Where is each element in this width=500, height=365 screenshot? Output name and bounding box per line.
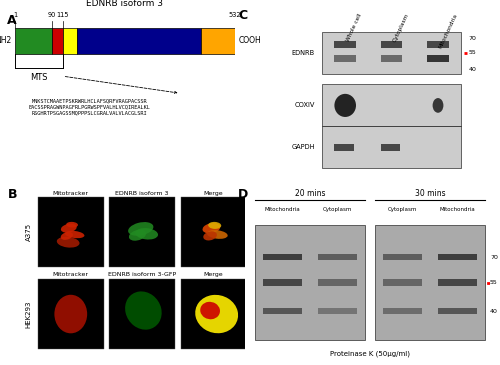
Bar: [318, 254, 357, 260]
Bar: [201, 28, 235, 54]
Text: Cytoplasm: Cytoplasm: [388, 207, 417, 212]
Text: Mitotracker: Mitotracker: [53, 272, 89, 277]
Bar: [381, 144, 400, 151]
Text: A375: A375: [26, 223, 32, 241]
Text: Merge: Merge: [204, 191, 223, 196]
Text: COXIV: COXIV: [294, 103, 315, 108]
Text: Mitochondria: Mitochondria: [438, 12, 458, 49]
Bar: [438, 308, 477, 315]
Ellipse shape: [66, 222, 78, 227]
Text: 70: 70: [490, 254, 498, 260]
Ellipse shape: [65, 231, 84, 238]
Bar: [375, 225, 485, 340]
Text: 70: 70: [468, 36, 476, 41]
Bar: [427, 55, 449, 62]
Bar: [322, 126, 461, 169]
Bar: [438, 280, 477, 285]
Ellipse shape: [334, 94, 356, 117]
Ellipse shape: [54, 229, 83, 255]
Ellipse shape: [202, 223, 220, 233]
Bar: [263, 254, 302, 260]
Ellipse shape: [136, 228, 158, 239]
Text: 55: 55: [468, 50, 476, 55]
Bar: [322, 84, 461, 126]
Ellipse shape: [204, 231, 217, 241]
Bar: [318, 280, 357, 285]
Bar: [383, 254, 422, 260]
Bar: [383, 280, 422, 285]
Text: Mitochondria: Mitochondria: [264, 207, 300, 212]
Text: 532: 532: [228, 12, 241, 18]
Text: Merge: Merge: [204, 272, 223, 277]
Text: 20 mins: 20 mins: [295, 189, 325, 199]
Bar: [263, 280, 302, 285]
Ellipse shape: [208, 222, 221, 229]
Text: 40: 40: [490, 309, 498, 314]
Text: Cytoplasm: Cytoplasm: [392, 12, 409, 43]
Bar: [263, 308, 302, 315]
Bar: [381, 55, 402, 62]
Bar: [38, 279, 104, 349]
Ellipse shape: [45, 204, 96, 259]
Bar: [322, 32, 461, 74]
Ellipse shape: [60, 232, 73, 240]
Bar: [15, 28, 52, 54]
Text: Proteinase K (50μg/ml): Proteinase K (50μg/ml): [330, 351, 410, 357]
Bar: [38, 197, 104, 267]
Bar: [318, 308, 357, 315]
Text: 40: 40: [468, 67, 476, 72]
Ellipse shape: [186, 203, 240, 261]
Bar: [383, 308, 422, 315]
Text: 55: 55: [490, 280, 498, 285]
Bar: [381, 42, 402, 47]
Ellipse shape: [129, 230, 146, 241]
Ellipse shape: [61, 224, 76, 233]
Text: 90: 90: [48, 12, 56, 18]
Bar: [255, 225, 365, 340]
Text: Whole cell: Whole cell: [345, 12, 362, 42]
Text: COOH: COOH: [238, 36, 261, 46]
Text: Cytoplasm: Cytoplasm: [323, 207, 352, 212]
Text: 1: 1: [13, 12, 17, 18]
Text: Mitochondria: Mitochondria: [440, 207, 476, 212]
Text: HEK293: HEK293: [26, 300, 32, 328]
Bar: [77, 28, 201, 54]
Ellipse shape: [207, 230, 228, 239]
Ellipse shape: [57, 237, 80, 247]
Text: D: D: [238, 188, 248, 201]
Bar: [334, 55, 356, 62]
Bar: [427, 42, 449, 47]
Text: MNKSTCMAAETPSKRWRLHCLAFSQRFVRAGPACSSR
EACSSPRAGWNPAGFRLPGRWSPFVALHLVCQIREALKL
RS: MNKSTCMAAETPSKRWRLHCLAFSQRFVRAGPACSSR EA…: [28, 99, 150, 115]
Bar: [334, 144, 354, 151]
Bar: [110, 279, 175, 349]
Ellipse shape: [200, 302, 220, 319]
Ellipse shape: [54, 295, 87, 333]
Text: NH2: NH2: [0, 36, 12, 46]
Bar: [180, 279, 246, 349]
Text: 30 mins: 30 mins: [414, 189, 446, 199]
Text: MTS: MTS: [30, 73, 48, 82]
Ellipse shape: [186, 285, 240, 343]
Bar: [438, 254, 477, 260]
Text: EDNRB: EDNRB: [292, 50, 315, 56]
Bar: [180, 197, 246, 267]
Text: EDNRB isoform 3: EDNRB isoform 3: [86, 0, 164, 8]
Bar: [62, 28, 77, 54]
Text: GAPDH: GAPDH: [292, 145, 315, 150]
Text: Mitotracker: Mitotracker: [53, 191, 89, 196]
Bar: [110, 197, 175, 267]
Text: EDNRB isoform 3-GFP: EDNRB isoform 3-GFP: [108, 272, 176, 277]
Bar: [334, 42, 356, 47]
Ellipse shape: [116, 204, 168, 260]
Text: C: C: [238, 9, 247, 22]
Ellipse shape: [125, 291, 162, 330]
Ellipse shape: [195, 295, 238, 333]
Text: B: B: [8, 188, 18, 201]
Text: 115: 115: [56, 12, 69, 18]
Bar: [52, 28, 62, 54]
Ellipse shape: [432, 98, 444, 113]
Text: EDNRB isoform 3: EDNRB isoform 3: [116, 191, 169, 196]
Ellipse shape: [128, 222, 154, 236]
Text: A: A: [6, 14, 16, 27]
